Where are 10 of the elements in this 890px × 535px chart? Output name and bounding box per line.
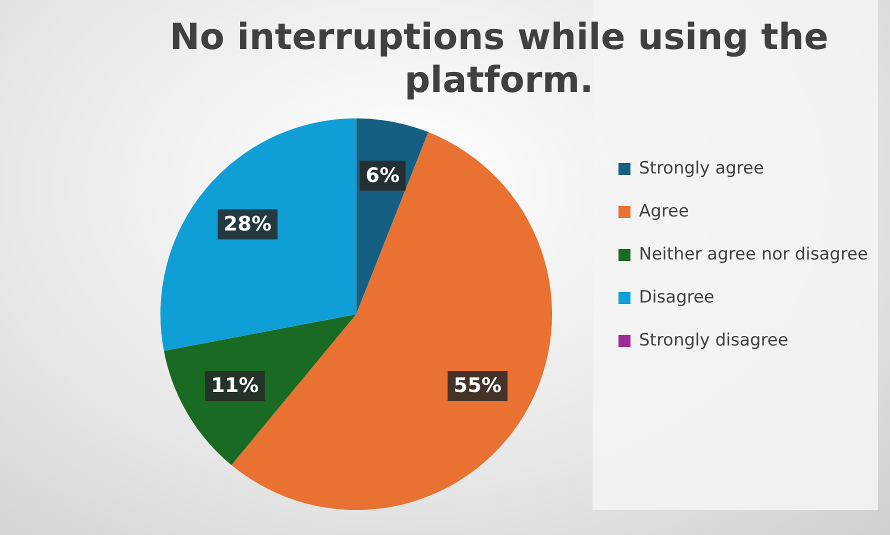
data-label: 6% xyxy=(366,162,400,187)
data-label: 28% xyxy=(224,212,272,236)
legend-label: Neither agree nor disagree xyxy=(638,244,868,264)
legend-label: Disagree xyxy=(638,287,714,308)
legend-label: Agree xyxy=(638,201,689,222)
legend-label: Strongly disagree xyxy=(638,330,788,350)
data-label: 55% xyxy=(454,373,502,398)
legend-label: Strongly agree xyxy=(638,158,764,178)
text: No interruptions while using the platform. xyxy=(170,16,828,102)
data-label: 11% xyxy=(210,373,259,398)
